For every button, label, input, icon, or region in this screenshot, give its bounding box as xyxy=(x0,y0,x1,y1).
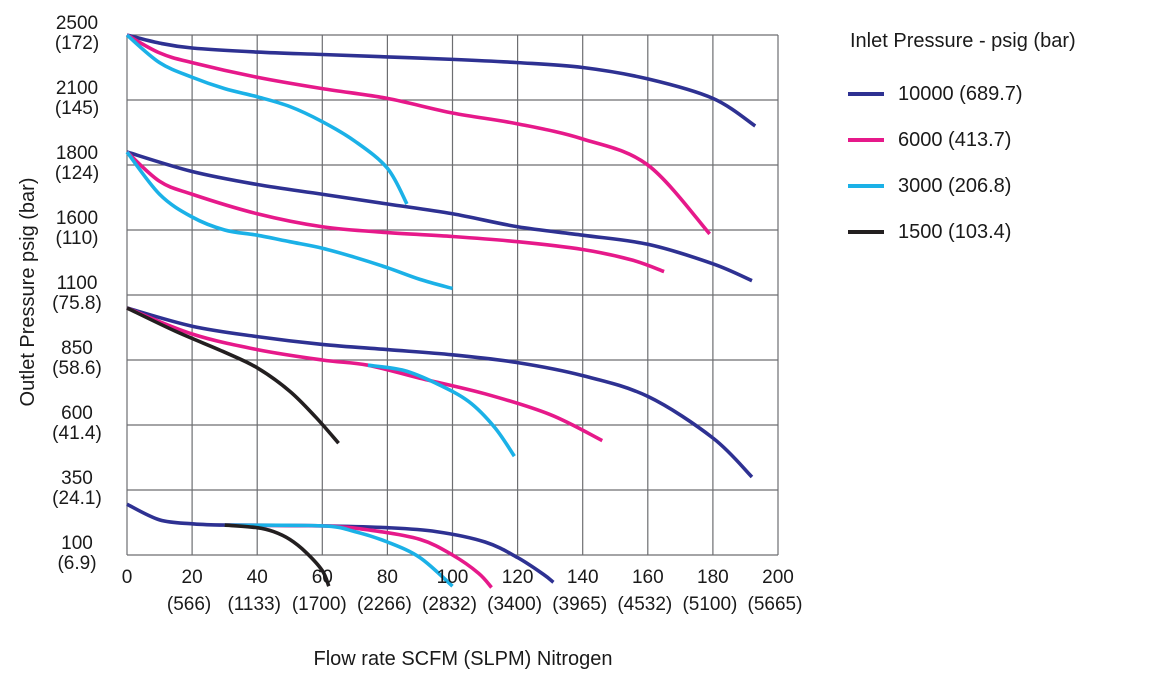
x-tick-label: 40 xyxy=(247,567,268,588)
y-tick-label-psig: 2500 xyxy=(56,13,98,34)
legend-item: 6000 (413.7) xyxy=(848,117,1148,163)
legend-label: 10000 (689.7) xyxy=(898,82,1023,105)
chart-grid xyxy=(126,34,779,556)
x-tick-sublabel: (5665) xyxy=(748,594,803,615)
series-line-3000-group-3 xyxy=(367,363,516,458)
series-line-6000-group-3 xyxy=(126,306,604,443)
x-tick-label: 120 xyxy=(502,567,534,588)
x-tick-sublabel: (2832) xyxy=(422,594,477,615)
y-tick-label-bar: (24.1) xyxy=(52,488,102,509)
chart-series xyxy=(125,33,757,589)
y-tick-label-bar: (6.9) xyxy=(57,553,96,574)
x-axis-title: Flow rate SCFM (SLPM) Nitrogen xyxy=(314,648,613,670)
legend-item: 10000 (689.7) xyxy=(848,71,1148,117)
y-tick-label-bar: (124) xyxy=(55,163,99,184)
legend-item: 3000 (206.8) xyxy=(848,163,1148,209)
series-line-1500-group-4 xyxy=(224,523,331,587)
x-tick-label: 200 xyxy=(762,567,794,588)
x-tick-label: 20 xyxy=(182,567,203,588)
x-tick-sublabel: (566) xyxy=(167,594,211,615)
x-tick-label: 160 xyxy=(632,567,664,588)
y-axis-title: Outlet Pressure psig (bar) xyxy=(17,178,39,407)
legend-swatch xyxy=(848,138,884,142)
y-tick-label-bar: (145) xyxy=(55,98,99,119)
y-tick-label-bar: (75.8) xyxy=(52,293,102,314)
x-tick-label: 60 xyxy=(312,567,333,588)
y-tick-label-psig: 1800 xyxy=(56,143,98,164)
y-axis-ticks: 2500(172) 2100(145) 1800(124) 1600(110) 1100… xyxy=(52,13,102,574)
x-tick-sublabel: (1133) xyxy=(227,594,281,615)
y-tick-label-psig: 1600 xyxy=(56,208,98,229)
series-line-10000-group-4 xyxy=(126,502,555,584)
legend-label: 6000 (413.7) xyxy=(898,128,1012,151)
x-axis-ticks: 0 20 (566) 40 (1133) 60 (1700) 80 (2266) 100 (2832… xyxy=(122,567,803,615)
legend-items: 10000 (689.7) 6000 (413.7) 3000 (206.8) 150… xyxy=(848,71,1148,255)
y-tick-label-psig: 100 xyxy=(61,533,93,554)
x-tick-sublabel: (3965) xyxy=(552,594,607,615)
x-tick-label: 180 xyxy=(697,567,729,588)
x-tick-sublabel: (4532) xyxy=(617,594,672,615)
y-tick-label-psig: 600 xyxy=(61,403,93,424)
y-tick-label-psig: 1100 xyxy=(57,273,98,294)
series-line-3000-group-1 xyxy=(125,33,409,205)
legend-label: 3000 (206.8) xyxy=(898,174,1012,197)
x-tick-sublabel: (5100) xyxy=(682,594,737,615)
series-line-10000-group-2 xyxy=(126,150,753,283)
legend-swatch xyxy=(848,92,884,96)
x-tick-label: 140 xyxy=(567,567,599,588)
series-line-6000-group-1 xyxy=(126,33,711,236)
series-line-3000-group-4 xyxy=(224,523,454,588)
series-line-3000-group-2 xyxy=(125,150,453,291)
series-line-10000-group-3 xyxy=(126,306,754,479)
legend-item: 1500 (103.4) xyxy=(848,209,1148,255)
y-tick-label-bar: (58.6) xyxy=(52,358,102,379)
x-tick-sublabel: (3400) xyxy=(487,594,542,615)
series-line-10000-group-1 xyxy=(126,33,757,128)
legend-swatch xyxy=(848,230,884,234)
x-tick-label: 80 xyxy=(377,567,398,588)
y-tick-label-bar: (172) xyxy=(55,33,99,54)
x-tick-sublabel: (1700) xyxy=(292,594,347,615)
x-tick-label: 100 xyxy=(437,567,469,588)
y-tick-label-psig: 350 xyxy=(61,468,93,489)
y-tick-label-bar: (41.4) xyxy=(52,423,102,444)
legend-swatch xyxy=(848,184,884,188)
legend-label: 1500 (103.4) xyxy=(898,220,1012,243)
y-tick-label-psig: 2100 xyxy=(56,78,98,99)
y-tick-label-psig: 850 xyxy=(61,338,93,359)
series-line-1500-group-3 xyxy=(126,306,340,445)
series-line-6000-group-2 xyxy=(125,150,665,274)
y-tick-label-bar: (110) xyxy=(56,228,99,249)
legend-title: Inlet Pressure - psig (bar) xyxy=(850,30,1076,52)
x-tick-label: 0 xyxy=(122,567,133,588)
x-tick-sublabel: (2266) xyxy=(357,594,412,615)
chart-legend: Inlet Pressure - psig (bar) 10000 (689.7… xyxy=(848,30,1148,255)
